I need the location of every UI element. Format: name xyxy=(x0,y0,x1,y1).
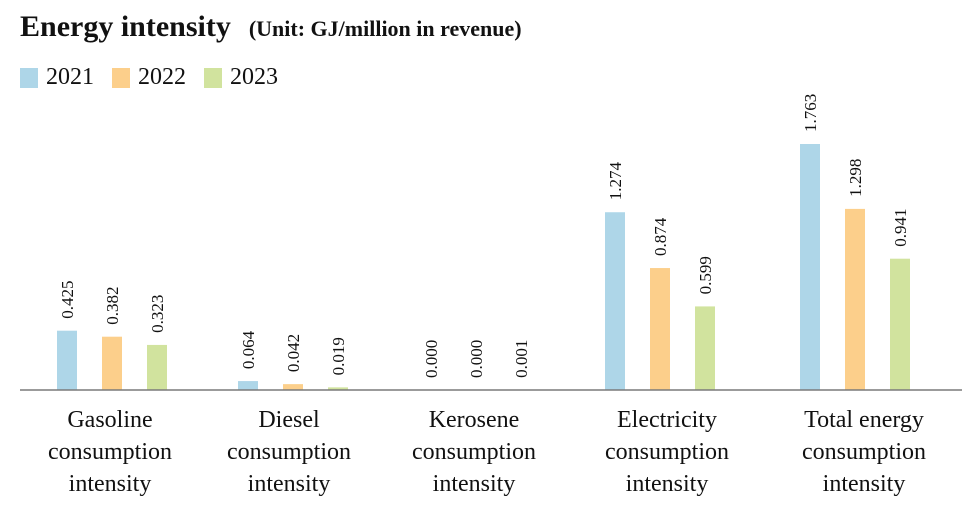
data-label-2022-0: 0.382 xyxy=(103,286,122,324)
legend-swatch-2022 xyxy=(112,67,130,88)
legend-item-2023: 2023 xyxy=(204,64,278,91)
data-label-2023-0: 0.323 xyxy=(148,295,167,333)
category-label-1-line-0: Diesel xyxy=(258,407,320,433)
data-label-2021-4: 1.763 xyxy=(801,94,820,132)
bar-2021-0 xyxy=(57,330,77,390)
data-label-2023-1: 0.019 xyxy=(329,337,348,375)
category-label-3-line-1: consumption xyxy=(605,439,729,465)
category-label-2-line-0: Kerosene xyxy=(429,407,520,433)
bar-2022-0 xyxy=(102,336,122,390)
category-label-4-line-0: Total energy xyxy=(804,407,924,433)
legend: 2021 2022 2023 xyxy=(20,64,296,91)
data-label-2022-2: 0.000 xyxy=(467,340,486,378)
category-label-3-line-0: Electricity xyxy=(617,407,717,433)
data-label-2023-4: 0.941 xyxy=(891,208,910,246)
chart-title-text: Energy intensity xyxy=(20,10,231,43)
legend-label-2021: 2021 xyxy=(46,64,94,90)
category-label-3-line-2: intensity xyxy=(626,471,709,497)
data-label-2021-0: 0.425 xyxy=(58,280,77,318)
data-label-2021-3: 1.274 xyxy=(606,161,625,200)
category-label-2-line-1: consumption xyxy=(412,439,536,465)
legend-swatch-2023 xyxy=(204,67,222,88)
chart-title: Energy intensity (Unit: GJ/million in re… xyxy=(20,10,522,44)
bar-2021-4 xyxy=(800,144,820,390)
data-label-2021-2: 0.000 xyxy=(422,340,441,378)
bar-2022-1 xyxy=(283,384,303,390)
category-label-4-line-2: intensity xyxy=(823,471,906,497)
category-label-1-line-2: intensity xyxy=(248,471,331,497)
category-label-4-line-1: consumption xyxy=(802,439,926,465)
legend-label-2023: 2023 xyxy=(230,64,278,90)
legend-swatch-2021 xyxy=(20,67,38,88)
category-label-0-line-1: consumption xyxy=(48,439,172,465)
data-label-2022-4: 1.298 xyxy=(846,159,865,197)
category-label-2-line-2: intensity xyxy=(433,471,516,497)
legend-item-2022: 2022 xyxy=(112,64,186,91)
data-label-2022-1: 0.042 xyxy=(284,334,303,372)
bar-2023-3 xyxy=(695,306,715,390)
legend-label-2022: 2022 xyxy=(138,64,186,90)
data-label-2023-2: 0.001 xyxy=(512,340,531,378)
category-label-0-line-0: Gasoline xyxy=(67,407,152,433)
category-label-1-line-1: consumption xyxy=(227,439,351,465)
bar-2021-3 xyxy=(605,212,625,390)
legend-item-2021: 2021 xyxy=(20,64,94,91)
data-label-2022-3: 0.874 xyxy=(651,217,670,256)
bar-2023-4 xyxy=(890,258,910,390)
bar-2023-0 xyxy=(147,344,167,390)
category-label-0-line-2: intensity xyxy=(69,471,152,497)
bar-2023-1 xyxy=(328,387,348,390)
bar-2022-4 xyxy=(845,208,865,390)
chart-subtitle: (Unit: GJ/million in revenue) xyxy=(248,16,522,41)
bar-2022-3 xyxy=(650,268,670,390)
bar-2021-1 xyxy=(238,381,258,390)
data-label-2023-3: 0.599 xyxy=(696,256,715,294)
data-label-2021-1: 0.064 xyxy=(239,330,258,369)
